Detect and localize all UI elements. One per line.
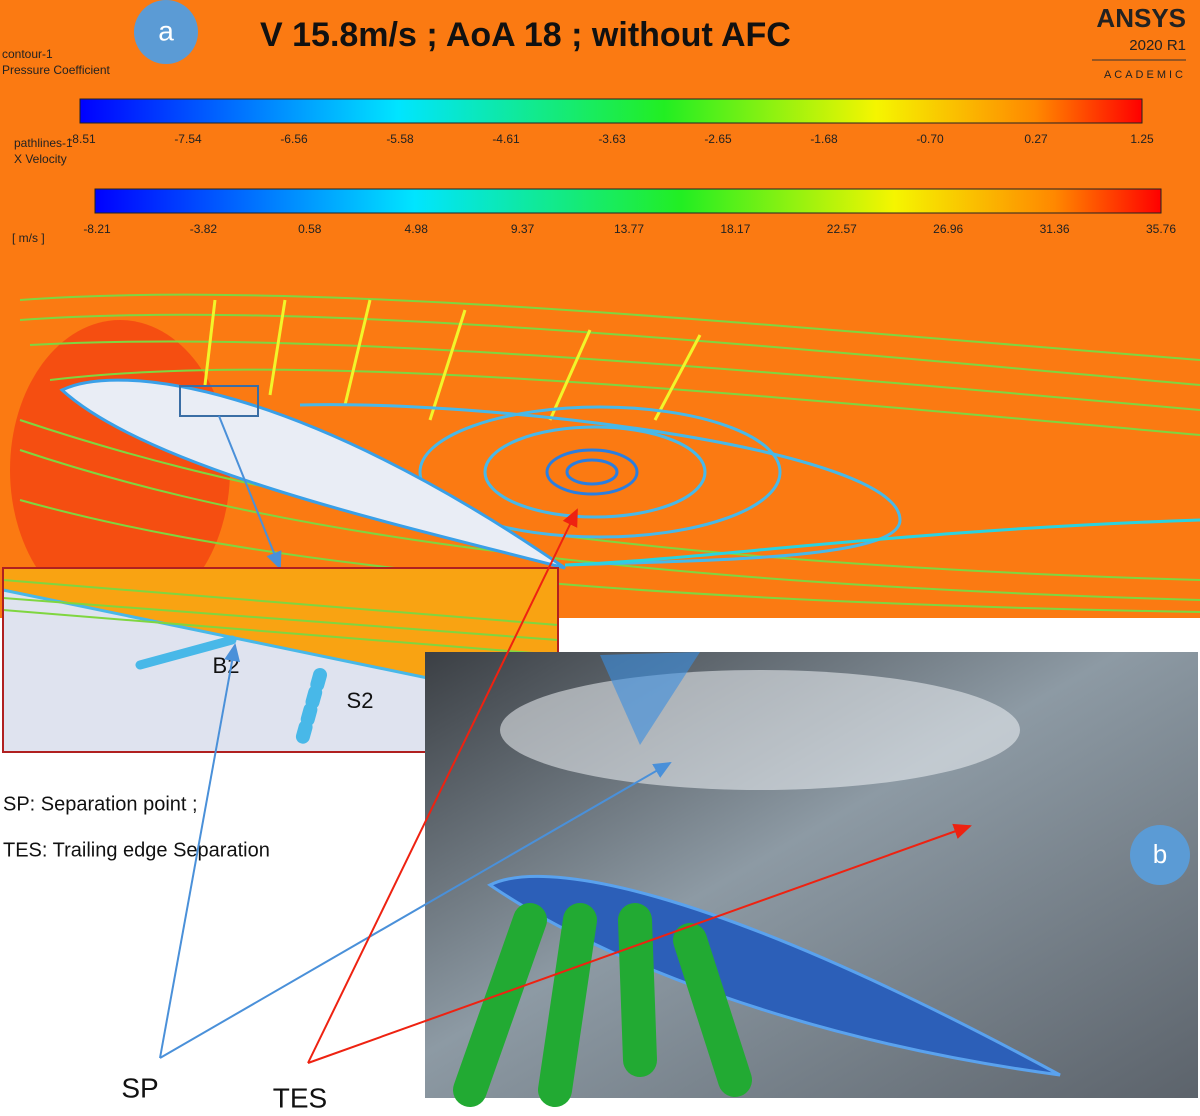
- badge-label: a: [158, 15, 174, 46]
- colorbar-tick-label: 31.36: [1040, 222, 1070, 236]
- inset-streamlines: [2, 579, 559, 656]
- suction-slot: [295, 668, 327, 747]
- zoom-arrow: [218, 415, 282, 570]
- badge-b: [1130, 825, 1190, 885]
- velocity-unit: [ m/s ]: [12, 231, 45, 245]
- logo-brand: ANSYS: [1096, 3, 1186, 33]
- colorbar-tick-label: -6.56: [280, 132, 308, 146]
- colorbar-pressure: [79, 98, 1143, 124]
- colorbar-tick-label: -4.61: [492, 132, 520, 146]
- colorbar-tick-label: -1.68: [810, 132, 838, 146]
- blowing-slot: [135, 635, 237, 670]
- colorbar-tick-label: 22.57: [827, 222, 857, 236]
- colorbar-tick-label: 35.76: [1146, 222, 1176, 236]
- colorbar-tick-label: 0.27: [1024, 132, 1048, 146]
- contour-variable: Pressure Coefficient: [2, 63, 110, 77]
- logo-version: 2020 R1: [1129, 37, 1186, 54]
- colorbar-tick-label: 26.96: [933, 222, 963, 236]
- colorbar-tick-label: 4.98: [405, 222, 429, 236]
- colorbar-tick-label: -8.51: [68, 132, 96, 146]
- colorbar-tick-label: 0.58: [298, 222, 322, 236]
- callout-label: TES: [273, 1082, 327, 1111]
- badge-a: [134, 0, 198, 64]
- logo-edition: ACADEMIC: [1104, 69, 1186, 81]
- colorbar-tick-label: 18.17: [720, 222, 750, 236]
- colorbar-tick-label: 9.37: [511, 222, 535, 236]
- colorbar-tick-label: -7.54: [174, 132, 202, 146]
- colorbar-tick-label: -3.82: [190, 222, 218, 236]
- inset-airfoil: [3, 590, 558, 752]
- colorbar-tick-label: -3.63: [598, 132, 626, 146]
- callout-label: SP: [121, 1072, 158, 1103]
- colorbar-tick-label: 13.77: [614, 222, 644, 236]
- badge-label: b: [1153, 839, 1167, 869]
- legend-entry: SP: Separation point ;: [3, 793, 198, 815]
- pathline-rakes: [203, 299, 702, 421]
- airfoil: [59, 378, 566, 570]
- callout-arrows: [159, 508, 972, 1064]
- colorbar-tick-label: -0.70: [916, 132, 944, 146]
- smoke-plume: [500, 670, 1020, 790]
- light-reflection: [600, 652, 700, 745]
- tubes: [453, 903, 752, 1107]
- pathlines-variable: X Velocity: [14, 152, 67, 166]
- colorbar-tick-label: -5.58: [386, 132, 414, 146]
- colorbar-tick-label: -2.65: [704, 132, 732, 146]
- colorbar-tick-label: 1.25: [1130, 132, 1154, 146]
- inset-label: S2: [347, 688, 374, 713]
- contour-name: contour-1: [2, 47, 53, 61]
- separation-vortex: [299, 403, 1200, 567]
- inset-label: B2: [213, 653, 240, 678]
- colorbar-tick-label: -8.21: [83, 222, 111, 236]
- colorbar-velocity: [94, 188, 1162, 214]
- legend-entry: TES: Trailing edge Separation: [3, 839, 270, 861]
- panel-title: V 15.8m/s ; AoA 18 ; without AFC: [260, 16, 791, 54]
- pathlines-name: pathlines-1: [14, 136, 73, 150]
